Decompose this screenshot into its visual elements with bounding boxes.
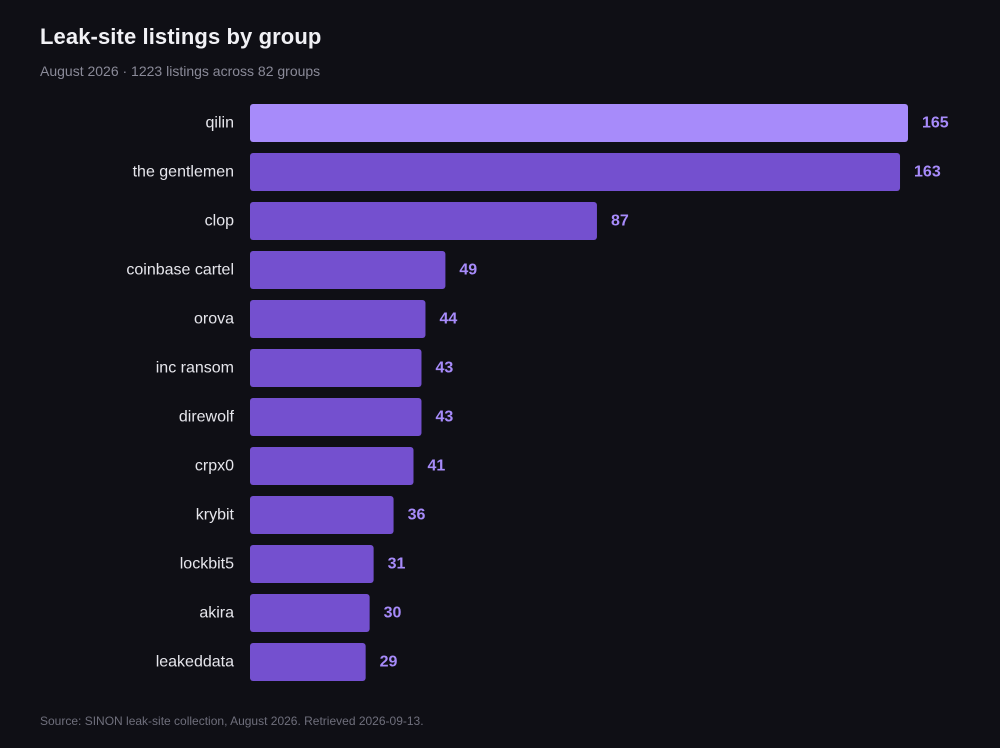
value-label: 41: [428, 458, 446, 475]
value-label: 44: [439, 311, 457, 328]
category-label: inc ransom: [156, 360, 234, 377]
value-label: 165: [922, 115, 949, 132]
bar-leakeddata: [250, 643, 366, 681]
category-label: clop: [205, 213, 234, 230]
category-label: the gentlemen: [133, 164, 234, 181]
value-label: 43: [435, 409, 453, 426]
category-label: leakeddata: [156, 654, 234, 671]
category-label: direwolf: [179, 409, 235, 426]
value-label: 163: [914, 164, 941, 181]
category-label: akira: [199, 605, 234, 622]
value-label: 31: [388, 556, 406, 573]
bar-clop: [250, 202, 597, 240]
bar-coinbase-cartel: [250, 251, 446, 289]
bar-qilin: [250, 104, 908, 142]
bar-crpx0: [250, 447, 414, 485]
category-label: coinbase cartel: [126, 262, 234, 279]
category-label: orova: [194, 311, 234, 328]
chart-subtitle: August 2026 · 1223 listings across 82 gr…: [40, 63, 321, 79]
category-label: crpx0: [195, 458, 234, 475]
value-label: 30: [384, 605, 402, 622]
value-label: 87: [611, 213, 629, 230]
bar-inc-ransom: [250, 349, 422, 387]
category-label: krybit: [196, 507, 235, 524]
bar-direwolf: [250, 398, 422, 436]
category-label: lockbit5: [180, 556, 234, 573]
bar-akira: [250, 594, 370, 632]
chart-title: Leak-site listings by group: [40, 24, 322, 49]
bar-krybit: [250, 496, 394, 534]
value-label: 49: [459, 262, 477, 279]
value-label: 29: [380, 654, 398, 671]
source-note: Source: SINON leak-site collection, Augu…: [40, 714, 424, 728]
bar-the-gentlemen: [250, 153, 901, 191]
bar-lockbit5: [250, 545, 374, 583]
category-label: qilin: [206, 115, 234, 132]
value-label: 36: [408, 507, 426, 524]
bar-orova: [250, 300, 426, 338]
value-label: 43: [435, 360, 453, 377]
